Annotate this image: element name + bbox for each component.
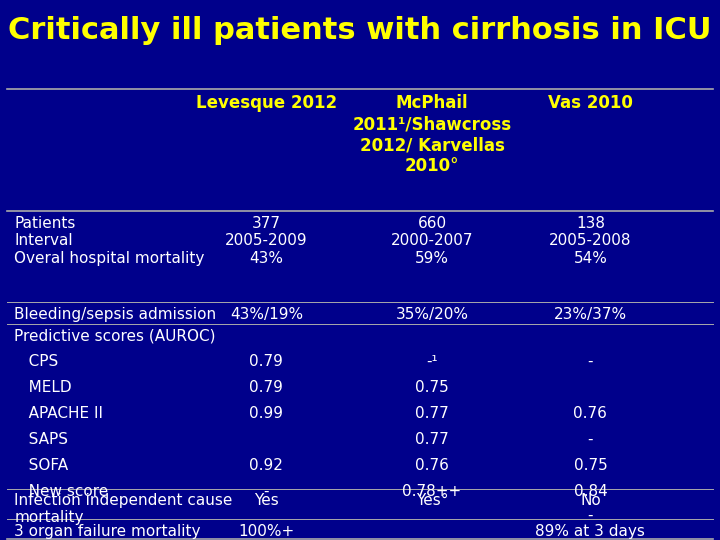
Text: 0.78++: 0.78++ [402, 484, 462, 499]
Text: APACHE II: APACHE II [14, 406, 104, 421]
Text: MELD: MELD [14, 380, 72, 395]
Text: -: - [588, 508, 593, 523]
Text: Bleeding/sepsis admission: Bleeding/sepsis admission [14, 307, 217, 322]
Text: Vas 2010: Vas 2010 [548, 94, 633, 112]
Text: 0.92: 0.92 [249, 458, 284, 473]
Text: No: No [580, 493, 600, 508]
Text: McPhail
2011¹/Shawcross
2012/ Karvellas
2010°: McPhail 2011¹/Shawcross 2012/ Karvellas … [352, 94, 512, 175]
Text: Patients
Interval
Overal hospital mortality: Patients Interval Overal hospital mortal… [14, 216, 204, 266]
Text: 23%/37%: 23%/37% [554, 307, 627, 322]
Text: Infection independent cause
mortality: Infection independent cause mortality [14, 493, 233, 525]
Text: 0.76: 0.76 [415, 458, 449, 473]
Text: Yes: Yes [254, 493, 279, 508]
Text: 43%/19%: 43%/19% [230, 307, 303, 322]
Text: 0.77: 0.77 [415, 432, 449, 447]
Text: New score: New score [14, 484, 109, 499]
Text: SOFA: SOFA [14, 458, 68, 473]
Text: -¹: -¹ [426, 354, 438, 369]
Text: -: - [264, 484, 269, 499]
Text: 0.77: 0.77 [415, 406, 449, 421]
Text: -: - [588, 354, 593, 369]
Text: 35%/20%: 35%/20% [395, 307, 469, 322]
Text: 660
2000-2007
59%: 660 2000-2007 59% [391, 216, 473, 266]
Text: 0.79: 0.79 [249, 380, 284, 395]
Text: 100%+: 100%+ [238, 524, 294, 539]
Text: 0.79: 0.79 [249, 354, 284, 369]
Text: 89% at 3 days: 89% at 3 days [536, 524, 645, 539]
Text: 3 organ failure mortality: 3 organ failure mortality [14, 524, 201, 539]
Text: 0.99: 0.99 [249, 406, 284, 421]
Text: Critically ill patients with cirrhosis in ICU: Critically ill patients with cirrhosis i… [8, 16, 712, 45]
Text: Levesque 2012: Levesque 2012 [196, 94, 337, 112]
Text: SAPS: SAPS [14, 432, 68, 447]
Text: 0.75: 0.75 [574, 458, 607, 473]
Text: Predictive scores (AUROC): Predictive scores (AUROC) [14, 328, 216, 343]
Text: 0.76: 0.76 [573, 406, 608, 421]
Text: 0.75: 0.75 [415, 380, 449, 395]
Text: CPS: CPS [14, 354, 58, 369]
Text: 377
2005-2009
43%: 377 2005-2009 43% [225, 216, 307, 266]
Text: 138
2005-2008
54%: 138 2005-2008 54% [549, 216, 631, 266]
Text: 0.84: 0.84 [574, 484, 607, 499]
Text: -: - [588, 432, 593, 447]
Text: Yes°: Yes° [415, 493, 449, 508]
